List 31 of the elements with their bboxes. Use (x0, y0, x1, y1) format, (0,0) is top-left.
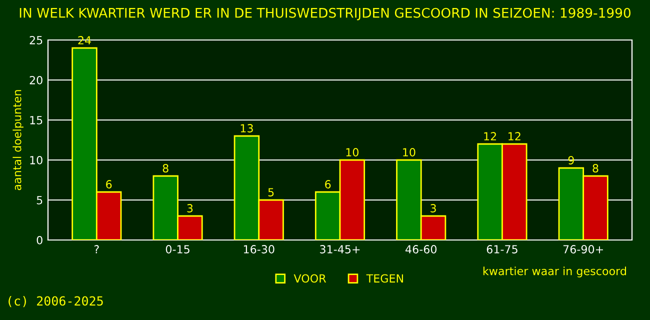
x-tick-label: ? (94, 245, 99, 254)
data-label: 3 (430, 204, 436, 212)
data-label: 6 (325, 180, 331, 188)
y-tick-label: 20 (30, 76, 42, 84)
y-tick-label: 15 (30, 116, 42, 124)
data-label: 10 (346, 148, 358, 156)
data-label: 5 (268, 188, 274, 196)
x-tick-label: 31-45+ (320, 245, 360, 254)
y-tick-label: 0 (36, 236, 42, 244)
chart-title: IN WELK KWARTIER WERD ER IN DE THUISWEDSTRIJDEN GESCOORD IN SEIZOEN: 1989-1990 (20, 8, 630, 20)
x-axis-title: kwartier waar in gescoord (483, 266, 626, 278)
text: (c) 2006-2025 (8, 296, 103, 308)
data-label: 8 (592, 164, 598, 172)
x-tick-label: 76-90+ (563, 245, 603, 254)
data-label: 3 (187, 204, 193, 212)
data-label: 13 (240, 124, 253, 132)
data-label: 8 (162, 164, 168, 172)
x-tick-label: 0-15 (166, 245, 190, 254)
x-tick-label: 16-30 (244, 245, 274, 254)
data-label: 6 (106, 180, 112, 188)
x-tick-label: 61-75 (486, 245, 518, 254)
y-tick-label: 25 (30, 36, 42, 44)
legend-label: VOOR (294, 274, 326, 283)
data-label: 12 (508, 132, 520, 140)
data-label: 12 (484, 132, 496, 140)
y-axis-title: aantal doelpunten (12, 90, 24, 190)
x-tick-label: 46-60 (406, 245, 437, 254)
legend-label: TEGEN (366, 274, 403, 283)
data-label: 10 (403, 148, 416, 156)
y-tick-label: 10 (30, 156, 42, 164)
y-tick-label: 5 (36, 196, 42, 204)
